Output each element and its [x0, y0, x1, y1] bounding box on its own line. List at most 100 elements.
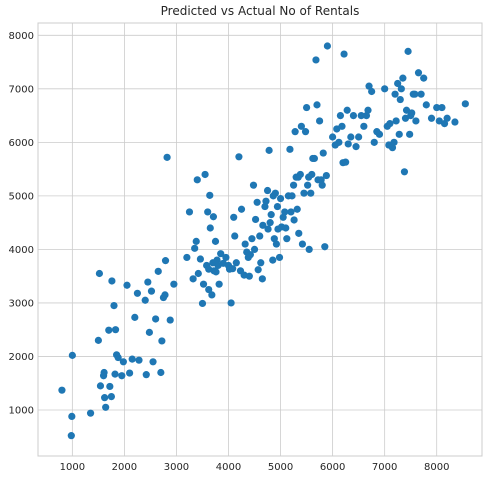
data-point	[128, 355, 136, 363]
data-point	[302, 103, 311, 112]
y-tick-label: 1000	[9, 405, 34, 416]
grid-lines	[38, 23, 482, 456]
data-point	[451, 118, 459, 126]
data-point	[342, 158, 350, 166]
data-point	[414, 69, 423, 77]
data-point	[248, 235, 256, 243]
data-point	[289, 181, 298, 189]
data-point	[246, 251, 254, 259]
x-tick-label: 2000	[112, 462, 137, 473]
y-tick-label: 8000	[9, 31, 34, 42]
data-points	[58, 42, 469, 440]
data-point	[312, 56, 320, 64]
data-point	[142, 371, 150, 379]
data-point	[317, 176, 325, 184]
data-point	[123, 281, 131, 289]
data-point	[400, 168, 409, 176]
data-point	[258, 275, 266, 283]
data-point	[381, 85, 389, 93]
data-point	[193, 176, 201, 184]
data-point	[230, 213, 238, 221]
data-point	[411, 90, 419, 98]
data-point	[133, 289, 142, 297]
data-point	[310, 154, 318, 163]
data-point	[273, 202, 282, 211]
data-point	[291, 128, 299, 136]
data-point	[152, 315, 160, 323]
data-point	[262, 197, 270, 205]
data-point	[397, 85, 405, 93]
data-point	[272, 240, 280, 248]
data-point	[276, 194, 285, 203]
data-point	[275, 253, 284, 262]
x-axis-ticks: 1000 2000 3000 4000 5000 6000 7000 8000	[60, 462, 450, 473]
data-point	[189, 275, 197, 283]
data-point	[110, 302, 118, 310]
data-point	[364, 106, 372, 114]
data-point	[106, 382, 114, 391]
data-point	[108, 277, 116, 285]
x-tick-label: 7000	[372, 462, 397, 473]
data-point	[408, 109, 416, 117]
data-point	[266, 219, 274, 227]
data-point	[271, 189, 279, 197]
data-point	[253, 198, 261, 206]
data-point	[440, 120, 449, 128]
data-point	[321, 243, 329, 251]
data-point	[166, 316, 174, 324]
data-point	[145, 328, 153, 336]
data-point	[86, 409, 95, 417]
data-point	[196, 255, 205, 263]
y-tick-label: 4000	[9, 245, 34, 256]
data-point	[461, 100, 469, 108]
y-axis-ticks: 1000 2000 3000 4000 5000 6000 7000 8000	[9, 31, 34, 417]
data-point	[163, 153, 171, 161]
data-point	[114, 353, 122, 362]
data-point	[399, 74, 407, 82]
data-point	[293, 205, 301, 213]
data-point	[287, 208, 295, 216]
data-point	[375, 130, 384, 138]
data-point	[395, 130, 403, 138]
data-point	[194, 269, 202, 278]
y-tick-label: 7000	[9, 84, 34, 95]
chart-title: Predicted vs Actual No of Rentals	[161, 4, 360, 18]
data-point	[344, 140, 352, 148]
data-point	[323, 42, 332, 50]
data-point	[336, 111, 345, 120]
data-point	[105, 326, 113, 334]
data-point	[355, 133, 363, 141]
data-point	[396, 95, 404, 104]
data-point	[161, 291, 169, 299]
data-point	[390, 138, 398, 146]
data-point	[338, 122, 346, 130]
data-point	[391, 90, 399, 98]
data-point	[144, 278, 152, 286]
data-point	[318, 181, 326, 189]
data-point	[420, 74, 428, 82]
data-point	[154, 267, 162, 275]
data-point	[300, 189, 308, 197]
data-point	[198, 299, 207, 308]
x-tick-label: 5000	[268, 462, 293, 473]
data-point	[340, 50, 348, 58]
data-point	[212, 268, 220, 276]
data-point	[208, 291, 216, 299]
x-tick-label: 6000	[320, 462, 345, 473]
data-point	[95, 269, 104, 278]
data-point	[438, 103, 446, 112]
y-tick-label: 2000	[9, 352, 34, 363]
data-point	[315, 117, 324, 125]
data-point	[141, 296, 149, 304]
data-point	[222, 253, 230, 262]
data-point	[256, 232, 264, 240]
data-point	[204, 208, 212, 216]
data-point	[261, 202, 269, 211]
data-point	[205, 285, 213, 294]
data-point	[235, 153, 243, 161]
data-point	[305, 245, 313, 254]
data-point	[237, 205, 246, 213]
data-point	[170, 280, 178, 288]
data-point	[263, 186, 272, 195]
